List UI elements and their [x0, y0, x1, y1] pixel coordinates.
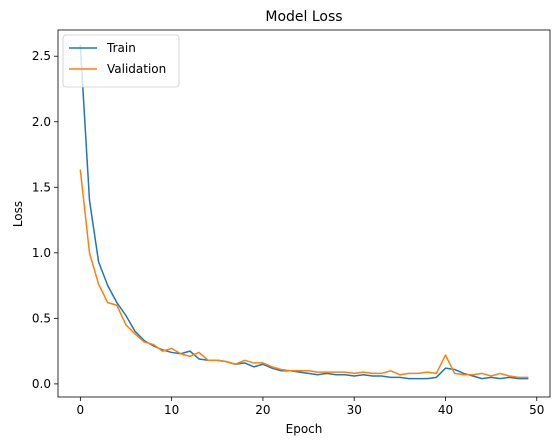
x-axis-title: Epoch [286, 422, 323, 436]
y-tick-label: 2.0 [32, 115, 51, 129]
plot-area: 0 10 20 30 40 50 0.0 0.5 1.0 1.5 2.0 2.5 Train Valida… [32, 29, 551, 417]
series-line-validation [79, 169, 529, 379]
y-tick-label: 0.5 [32, 311, 51, 325]
x-tick-label: 10 [164, 403, 179, 417]
y-tick-label: 0.0 [32, 377, 51, 391]
y-tick-label: 2.5 [32, 49, 51, 63]
x-tick-label: 20 [255, 403, 270, 417]
legend-label-validation: Validation [107, 62, 166, 76]
legend-label-train: Train [106, 41, 136, 55]
y-tick-label: 1.5 [32, 180, 51, 194]
y-axis-title: Loss [11, 201, 25, 227]
legend: Train Validation [62, 34, 180, 88]
chart-title: Model Loss [265, 9, 342, 25]
y-tick-label: 1.0 [32, 246, 51, 260]
x-tick-label: 50 [529, 403, 544, 417]
x-tick-label: 30 [347, 403, 362, 417]
axes-frame [57, 29, 551, 398]
x-tick-label: 0 [77, 403, 85, 417]
x-tick-label: 40 [438, 403, 453, 417]
